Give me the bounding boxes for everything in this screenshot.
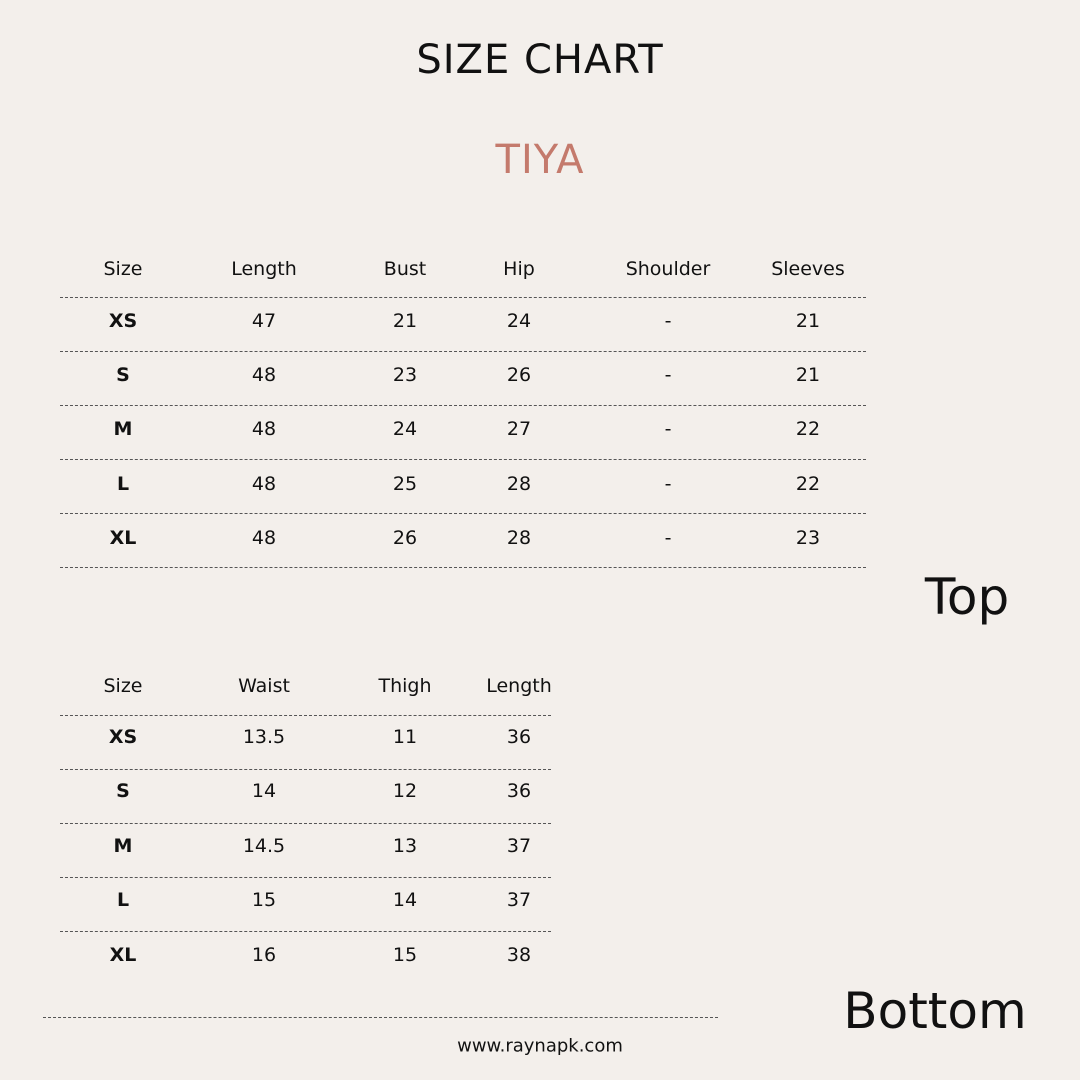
footer-divider — [43, 1017, 718, 1018]
column-header: Size — [103, 258, 143, 280]
row-divider — [60, 459, 866, 460]
table-cell: 26 — [506, 364, 532, 386]
table-cell: 47 — [251, 310, 277, 332]
size-cell: S — [116, 780, 130, 802]
table-cell: 48 — [251, 418, 277, 440]
top-table-label: Top — [924, 568, 1010, 626]
table-cell: 15 — [251, 889, 277, 911]
size-cell: S — [116, 364, 130, 386]
column-header: Length — [231, 258, 297, 280]
column-header: Waist — [238, 675, 290, 697]
column-header: Sleeves — [771, 258, 845, 280]
table-cell: 21 — [795, 364, 821, 386]
row-divider — [60, 405, 866, 406]
table-cell: 37 — [506, 835, 532, 857]
table-cell: 28 — [506, 473, 532, 495]
bottom-table-label: Bottom — [843, 982, 1027, 1040]
table-cell: 14 — [392, 889, 418, 911]
size-cell: M — [113, 835, 133, 857]
table-cell: 25 — [392, 473, 418, 495]
table-cell: 38 — [506, 944, 532, 966]
table-cell: 24 — [392, 418, 418, 440]
table-cell: 23 — [795, 527, 821, 549]
column-header: Size — [103, 675, 143, 697]
size-cell: XL — [109, 944, 137, 966]
table-cell: - — [664, 364, 672, 386]
table-cell: 11 — [392, 726, 418, 748]
table-cell: - — [664, 473, 672, 495]
table-cell: 36 — [506, 780, 532, 802]
size-cell: XL — [109, 527, 137, 549]
column-header: Hip — [503, 258, 535, 280]
column-header: Bust — [383, 258, 427, 280]
column-header: Shoulder — [625, 258, 711, 280]
column-header: Thigh — [378, 675, 432, 697]
table-cell: 22 — [795, 418, 821, 440]
table-cell: 15 — [392, 944, 418, 966]
size-cell: XS — [108, 310, 138, 332]
row-divider — [60, 931, 551, 932]
table-cell: 21 — [392, 310, 418, 332]
table-cell: 21 — [795, 310, 821, 332]
size-cell: XS — [108, 726, 138, 748]
page-title: SIZE CHART — [416, 37, 664, 83]
table-cell: 36 — [506, 726, 532, 748]
table-cell: 48 — [251, 473, 277, 495]
column-header: Length — [486, 675, 552, 697]
product-name: TIYA — [495, 137, 585, 183]
row-divider — [60, 513, 866, 514]
table-cell: 23 — [392, 364, 418, 386]
table-cell: 14.5 — [242, 835, 286, 857]
table-cell: 37 — [506, 889, 532, 911]
table-cell: 22 — [795, 473, 821, 495]
row-divider — [60, 297, 866, 298]
size-cell: M — [113, 418, 133, 440]
row-divider — [60, 567, 866, 568]
table-cell: - — [664, 310, 672, 332]
table-cell: 27 — [506, 418, 532, 440]
table-cell: 48 — [251, 364, 277, 386]
website-link[interactable]: www.raynapk.com — [457, 1035, 623, 1057]
table-cell: 28 — [506, 527, 532, 549]
table-cell: 13 — [392, 835, 418, 857]
table-cell: 26 — [392, 527, 418, 549]
table-cell: 14 — [251, 780, 277, 802]
table-cell: - — [664, 418, 672, 440]
row-divider — [60, 877, 551, 878]
row-divider — [60, 769, 551, 770]
row-divider — [60, 715, 551, 716]
row-divider — [60, 351, 866, 352]
table-cell: 24 — [506, 310, 532, 332]
size-cell: L — [116, 473, 130, 495]
table-cell: - — [664, 527, 672, 549]
size-cell: L — [116, 889, 130, 911]
table-cell: 13.5 — [242, 726, 286, 748]
table-cell: 12 — [392, 780, 418, 802]
table-cell: 48 — [251, 527, 277, 549]
row-divider — [60, 823, 551, 824]
table-cell: 16 — [251, 944, 277, 966]
